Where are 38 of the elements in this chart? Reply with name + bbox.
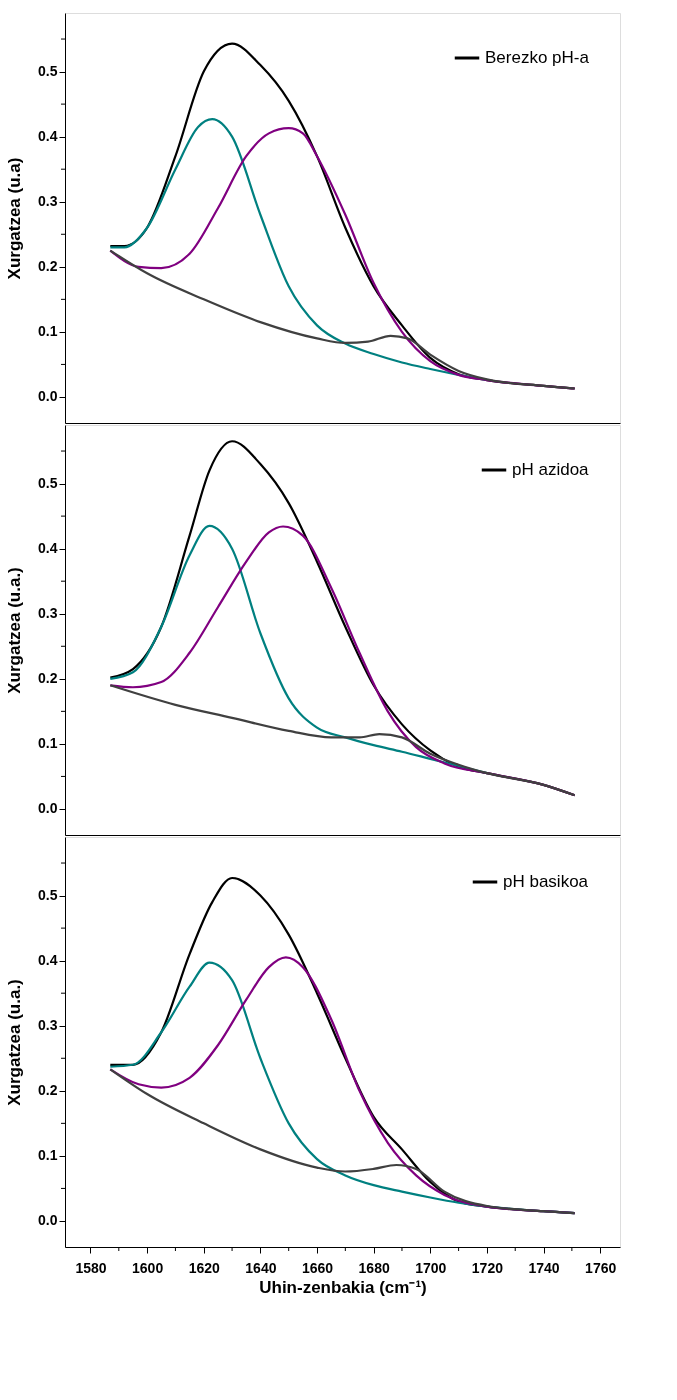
y-tick-label: 0.1 [38,1147,58,1164]
x-tick-label: 1720 [471,1259,504,1276]
y-tick-label: 0.3 [38,193,58,210]
y-tick-label: 0.4 [38,952,58,969]
y-axis-title: Xurgatzea (u.a) [5,157,25,280]
y-tick-label: 0.1 [38,323,58,340]
y-tick-label: 0.2 [38,258,58,275]
x-tick-label: 1580 [75,1259,107,1276]
x-tick-label: 1740 [528,1259,560,1276]
x-tick-label: 1640 [245,1259,277,1276]
x-tick-label: 1760 [585,1259,617,1276]
line-series [109,684,576,797]
y-tick-label: 0.0 [38,388,58,405]
line-series [109,1068,576,1215]
y-tick-label: 0.1 [38,735,58,752]
y-tick-label: 0.5 [38,475,58,492]
legend-label: pH basikoa [503,872,589,891]
line-series [109,249,576,390]
y-tick-label: 0.4 [38,128,58,145]
y-tick-label: 0.4 [38,540,58,557]
y-tick-label: 0.3 [38,605,58,622]
y-tick-label: 0.0 [38,1212,58,1229]
y-tick-label: 0.0 [38,800,58,817]
y-tick-label: 0.5 [38,63,58,80]
x-tick-label: 1680 [358,1259,390,1276]
y-axis-title: Xurgatzea (u.a.) [5,567,25,694]
legend-label: pH azidoa [512,460,590,479]
x-tick-label: 1700 [415,1259,447,1276]
y-tick-label: 0.2 [38,670,58,687]
y-tick-label: 0.3 [38,1017,58,1034]
y-tick-label: 0.2 [38,1082,58,1099]
y-axis-title: Xurgatzea (u.a.) [5,979,25,1106]
legend-label: Berezko pH-a [485,48,590,67]
x-tick-label: 1620 [188,1259,221,1276]
x-tick-label: 1660 [301,1259,334,1276]
y-tick-label: 0.5 [38,887,58,904]
x-tick-label: 1600 [132,1259,164,1276]
x-axis-title: Uhin-zenbakia (cm⁻¹) [259,1277,427,1297]
